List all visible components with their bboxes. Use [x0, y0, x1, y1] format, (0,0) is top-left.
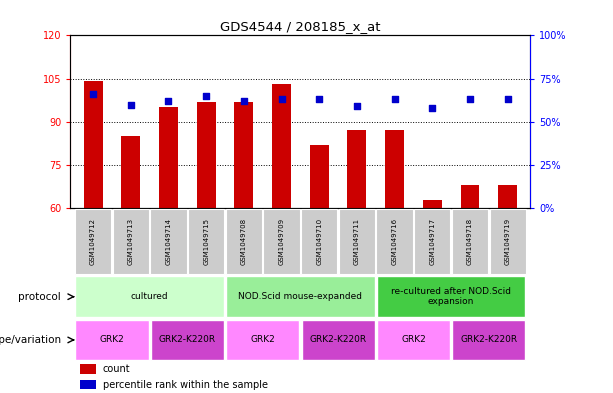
Text: GRK2-K220R: GRK2-K220R — [310, 336, 367, 344]
Bar — [423, 200, 442, 208]
Bar — [226, 320, 299, 360]
Text: cultured: cultured — [131, 292, 169, 301]
Text: GSM1049712: GSM1049712 — [90, 218, 96, 265]
Point — [465, 96, 475, 103]
Bar — [113, 209, 149, 274]
Bar — [452, 209, 488, 274]
Bar — [197, 102, 216, 208]
Bar — [339, 209, 375, 274]
Text: percentile rank within the sample: percentile rank within the sample — [103, 380, 268, 389]
Bar — [84, 81, 102, 208]
Bar — [460, 185, 479, 208]
Text: count: count — [103, 364, 131, 374]
Point — [276, 96, 286, 103]
Bar — [121, 136, 140, 208]
Bar — [385, 130, 404, 208]
Bar — [302, 320, 375, 360]
Title: GDS4544 / 208185_x_at: GDS4544 / 208185_x_at — [220, 20, 381, 33]
Bar — [376, 209, 413, 274]
Text: GSM1049713: GSM1049713 — [128, 218, 134, 265]
Text: NOD.Scid mouse-expanded: NOD.Scid mouse-expanded — [238, 292, 362, 301]
Text: GSM1049708: GSM1049708 — [241, 218, 247, 265]
Bar — [226, 276, 375, 317]
Point — [239, 98, 249, 104]
Text: GRK2: GRK2 — [401, 336, 426, 344]
Point — [503, 96, 512, 103]
Point — [314, 96, 324, 103]
Text: protocol: protocol — [18, 292, 64, 302]
Bar — [348, 130, 367, 208]
Point — [126, 101, 135, 108]
Text: GSM1049711: GSM1049711 — [354, 218, 360, 265]
Text: GSM1049717: GSM1049717 — [429, 218, 435, 265]
Bar — [414, 209, 451, 274]
Text: re-cultured after NOD.Scid
expansion: re-cultured after NOD.Scid expansion — [391, 287, 511, 307]
Bar — [75, 209, 111, 274]
Bar — [159, 107, 178, 208]
Point — [88, 91, 98, 97]
Point — [427, 105, 437, 111]
Text: GRK2: GRK2 — [99, 336, 124, 344]
Bar — [301, 209, 337, 274]
Text: GSM1049718: GSM1049718 — [467, 218, 473, 265]
Text: GRK2-K220R: GRK2-K220R — [159, 336, 216, 344]
Bar — [377, 276, 525, 317]
Bar — [452, 320, 525, 360]
Bar — [188, 209, 224, 274]
Bar — [226, 209, 262, 274]
Point — [164, 98, 173, 104]
Text: GSM1049719: GSM1049719 — [504, 218, 511, 265]
Bar — [150, 209, 186, 274]
Bar — [80, 364, 96, 373]
Text: GSM1049710: GSM1049710 — [316, 218, 322, 265]
Text: GSM1049709: GSM1049709 — [278, 218, 284, 265]
Text: GSM1049714: GSM1049714 — [166, 218, 172, 265]
Text: GSM1049715: GSM1049715 — [203, 218, 209, 265]
Bar — [264, 209, 300, 274]
Text: genotype/variation: genotype/variation — [0, 335, 64, 345]
Text: GSM1049716: GSM1049716 — [392, 218, 398, 265]
Bar — [498, 185, 517, 208]
Text: GRK2-K220R: GRK2-K220R — [460, 336, 517, 344]
Bar — [272, 84, 291, 208]
Bar — [75, 320, 148, 360]
Bar — [234, 102, 253, 208]
Bar — [80, 380, 96, 389]
Bar — [151, 320, 224, 360]
Point — [390, 96, 400, 103]
Text: GRK2: GRK2 — [250, 336, 275, 344]
Point — [201, 93, 211, 99]
Bar — [75, 276, 224, 317]
Bar — [310, 145, 329, 208]
Bar — [377, 320, 450, 360]
Bar — [490, 209, 526, 274]
Point — [352, 103, 362, 109]
